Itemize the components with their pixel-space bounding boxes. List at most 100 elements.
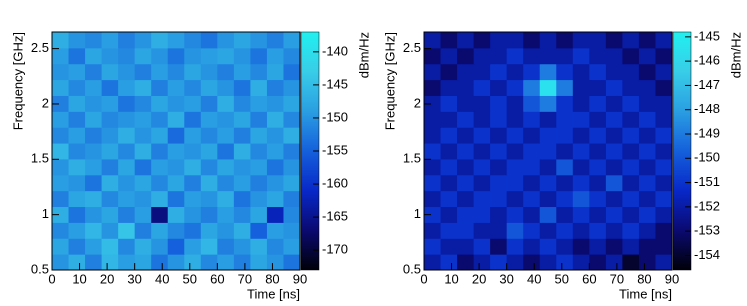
cell — [539, 111, 557, 128]
cell — [217, 111, 235, 128]
cell — [473, 174, 491, 192]
colorbar-tick-label: -145 — [694, 28, 720, 43]
cell — [457, 238, 475, 255]
cell — [523, 32, 541, 49]
cell — [506, 190, 524, 208]
cell — [506, 63, 524, 81]
cell — [233, 63, 251, 81]
cell — [200, 206, 218, 223]
cell — [68, 143, 86, 160]
cell — [134, 254, 152, 271]
cell — [217, 32, 235, 49]
cell — [200, 47, 218, 65]
cell — [250, 143, 268, 160]
cell — [233, 143, 251, 160]
cell — [118, 254, 136, 271]
cell — [457, 190, 475, 208]
cell — [622, 95, 640, 112]
x-tick-label: 50 — [555, 271, 569, 286]
cell — [184, 158, 202, 176]
cell — [101, 95, 119, 112]
cell — [52, 254, 70, 271]
x-axis-label: Time [ns] — [247, 286, 300, 301]
cell — [473, 254, 491, 271]
colorbar-tick-label: -160 — [322, 175, 348, 190]
cell — [118, 111, 136, 128]
cell — [605, 127, 623, 144]
cell — [556, 143, 574, 160]
cell — [572, 190, 590, 208]
cell — [523, 63, 541, 81]
cell — [101, 238, 119, 255]
cell — [556, 254, 574, 271]
x-tick-label: 20 — [100, 271, 114, 286]
cell — [490, 127, 508, 144]
cell — [266, 79, 284, 96]
cell — [151, 79, 169, 96]
cell — [622, 127, 640, 144]
cell — [283, 63, 301, 81]
cell — [473, 111, 491, 128]
cell — [523, 190, 541, 208]
cell — [424, 47, 442, 65]
cell — [490, 174, 508, 192]
cell — [167, 190, 185, 208]
cell — [473, 79, 491, 96]
cell — [490, 63, 508, 81]
y-tick-label: 1.5 — [403, 151, 421, 166]
cell — [605, 158, 623, 176]
cell — [589, 63, 607, 81]
cell — [283, 254, 301, 271]
cell — [523, 222, 541, 239]
cell — [457, 254, 475, 271]
cell — [622, 222, 640, 239]
cell — [200, 95, 218, 112]
cell — [266, 206, 284, 223]
cell — [200, 127, 218, 144]
cell — [605, 111, 623, 128]
cell — [638, 174, 656, 192]
cell — [184, 143, 202, 160]
cell — [250, 47, 268, 65]
cell — [638, 190, 656, 208]
cell — [151, 47, 169, 65]
cell — [134, 206, 152, 223]
cell — [217, 222, 235, 239]
cell — [622, 158, 640, 176]
cell — [605, 190, 623, 208]
cell — [440, 32, 458, 49]
cell — [266, 174, 284, 192]
cell — [539, 79, 557, 96]
cell — [250, 254, 268, 271]
cell — [200, 32, 218, 49]
cell — [167, 111, 185, 128]
cell — [283, 95, 301, 112]
cell — [539, 206, 557, 223]
cell — [655, 111, 673, 128]
x-tick-label: 60 — [582, 271, 596, 286]
colorbar-tick-label: -146 — [694, 53, 720, 68]
cell — [233, 47, 251, 65]
cell — [68, 32, 86, 49]
cell — [167, 206, 185, 223]
cell — [556, 206, 574, 223]
cell — [506, 238, 524, 255]
cell — [638, 143, 656, 160]
cell — [200, 174, 218, 192]
cell — [539, 190, 557, 208]
x-tick-label: 30 — [499, 271, 513, 286]
cell — [266, 111, 284, 128]
cell — [85, 158, 103, 176]
y-tick-label: 0.5 — [31, 261, 49, 276]
cell — [85, 63, 103, 81]
cell — [250, 32, 268, 49]
colorbar-tick-label: -150 — [694, 150, 720, 165]
cell — [490, 32, 508, 49]
cell — [589, 32, 607, 49]
cell — [506, 127, 524, 144]
cell — [424, 174, 442, 192]
cell — [506, 79, 524, 96]
colorbar-tick-label: -170 — [322, 242, 348, 257]
cell — [85, 111, 103, 128]
cell — [134, 111, 152, 128]
